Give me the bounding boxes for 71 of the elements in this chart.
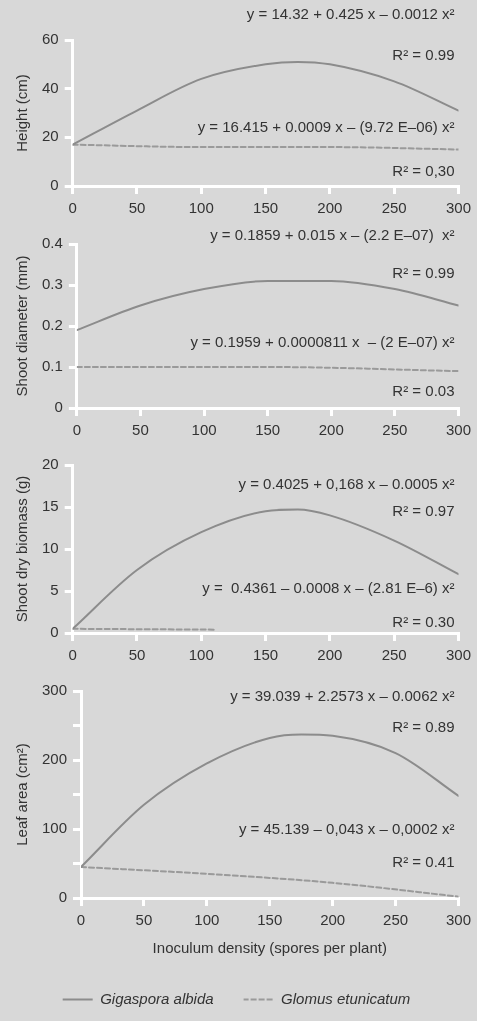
x-tick-label: 150 [253,199,279,217]
annotation: R² = 0,30 [392,161,455,179]
x-tick-label: 300 [445,199,471,217]
line-series [76,279,459,332]
x-tick-label: 100 [191,421,217,439]
y-tick-label: 200 [42,750,68,768]
legend-label: Gigaspora albida [100,989,214,1007]
annotation: R² = 0.99 [392,263,455,281]
y-tick-label: 0.4 [41,234,63,252]
x-tick-label: 50 [132,421,149,439]
x-axis-title: Inoculum density (spores per plant) [152,939,387,957]
x-tick-label: 50 [135,911,153,929]
y-tick-label: 15 [42,497,59,515]
x-tick-label: 300 [445,646,471,664]
annotation: y = 0.4025 + 0,168 x – 0.0005 x² [238,475,455,493]
y-tick-label: 0 [58,888,68,906]
y-tick-label: 0 [50,176,59,194]
y-tick-label: 100 [42,819,68,837]
x-tick-label: 150 [255,421,281,439]
x-tick-label: 150 [253,646,279,664]
y-axis-title: Shoot diameter (mm) [13,255,31,397]
y-tick-label: 60 [42,30,59,48]
y-axis-title: Shoot dry biomass (g) [13,475,31,623]
annotation: y = 0.4361 – 0.0008 x – (2.81 E–6) x² [202,579,455,597]
x-tick-label: 100 [194,911,220,929]
x-tick-label: 200 [320,911,346,929]
annotation: R² = 0.99 [392,46,455,64]
annotation: y = 0.1959 + 0.0000811 x – (2 E–07) x² [190,332,455,350]
y-tick-label: 0.1 [41,357,63,375]
x-tick-label: 250 [381,646,407,664]
text: y = 14.32 + 0.425 x – 0.0012 x² [246,5,455,23]
x-tick-label: 0 [72,421,82,439]
x-tick-label: 250 [382,421,408,439]
annotation: R² = 0.89 [392,718,455,736]
x-tick-label: 200 [318,421,344,439]
x-tick-label: 0 [76,911,86,929]
y-tick-label: 5 [50,581,59,599]
y-tick-label: 0 [50,623,59,641]
x-tick-label: 200 [317,199,343,217]
y-axis-title: Height (cm) [13,74,31,152]
annotation: y = 39.039 + 2.2573 x – 0.0062 x² [230,687,455,705]
y-tick-label: 20 [42,455,59,473]
x-tick-label: 100 [188,199,214,217]
x-tick-label: 250 [383,911,409,929]
annotation: y = 45.139 – 0,043 x – 0,0002 x² [238,819,455,837]
y-tick-label: 300 [42,681,68,699]
y-tick-label: 0.3 [41,275,63,293]
y-tick-label: 40 [42,78,59,96]
x-tick-label: 200 [317,646,343,664]
x-tick-label: 50 [128,646,146,664]
line-series [81,733,459,868]
x-tick-label: 250 [381,199,407,217]
line-series [72,508,459,630]
x-tick-label: 300 [445,421,471,439]
line-series [72,60,459,146]
annotation: R² = 0.41 [392,852,455,870]
x-tick-label: 150 [257,911,283,929]
annotation: R² = 0.30 [392,613,455,631]
annotation: R² = 0.97 [392,502,455,520]
y-tick-label: 0 [54,398,63,416]
x-tick-label: 50 [128,199,146,217]
x-tick-label: 300 [445,911,471,929]
x-tick-label: 100 [188,646,214,664]
y-axis-title: Leaf area (cm²) [13,743,31,846]
y-tick-label: 0.2 [41,316,63,334]
y-tick-label: 10 [42,539,59,557]
text: y = 0.1859 + 0.015 x – (2.2 E–07) x² [210,225,455,243]
legend-label: Glomus etunicatum [281,989,411,1007]
annotation: y = 16.415 + 0.0009 x – (9.72 E–06) x² [197,117,455,135]
annotation: R² = 0.03 [392,381,455,399]
y-tick-label: 20 [42,127,59,145]
